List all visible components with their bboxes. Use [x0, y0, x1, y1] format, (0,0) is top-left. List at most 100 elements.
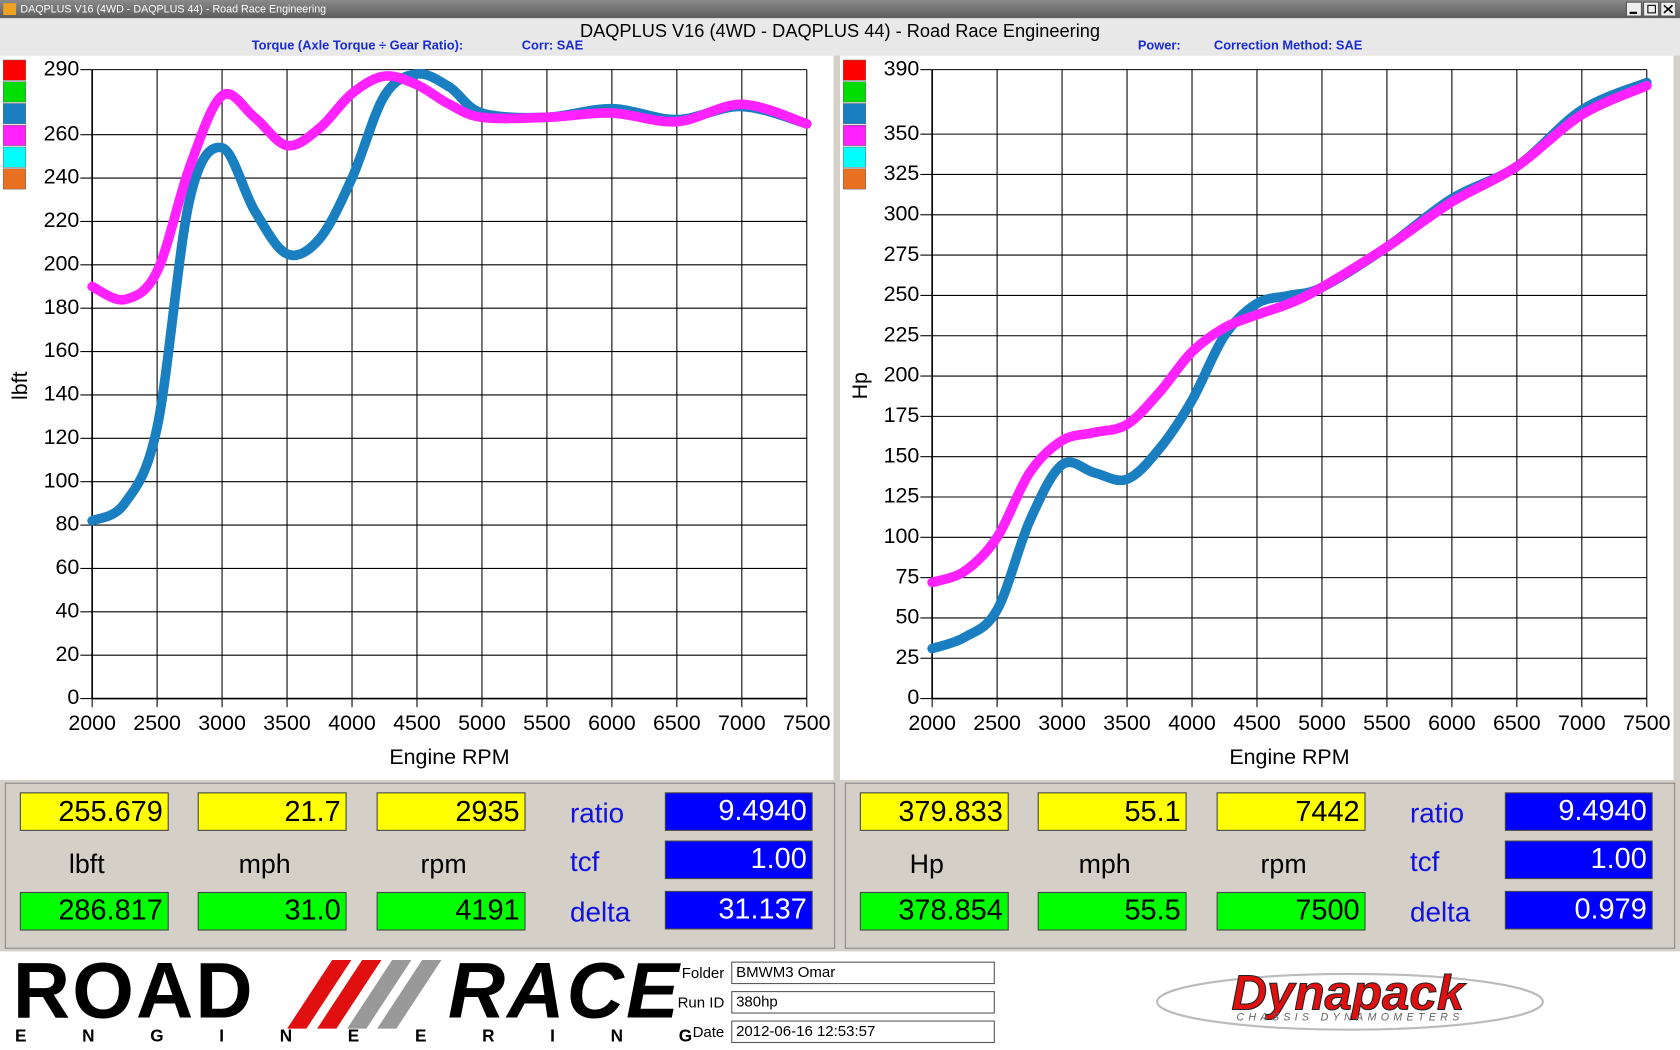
chart-subtitle: Power:	[1138, 37, 1181, 52]
unit-label: rpm	[1261, 849, 1307, 879]
y-tick-label: 300	[884, 201, 920, 225]
x-axis-label: Engine RPM	[389, 745, 509, 769]
cursor-value: 255.679	[58, 796, 163, 828]
y-axis-label: Hp	[848, 372, 872, 399]
x-tick-label: 2500	[133, 711, 181, 735]
cursor-value: 21.7	[284, 796, 340, 828]
x-tick-label: 2000	[68, 711, 116, 735]
factor-box	[664, 792, 813, 831]
peak-value: 31.0	[284, 894, 340, 926]
chart: 2000 2500 3000 3500 4000 4500 5000 5500 6000 6500…	[840, 55, 1674, 780]
field-value: 380hp	[736, 993, 778, 1010]
value-box	[197, 891, 347, 931]
field-box	[731, 991, 995, 1014]
logo-swoosh	[1156, 972, 1544, 1031]
field-label: Folder	[682, 965, 725, 982]
unit-label: mph	[1079, 849, 1131, 879]
legend-swatch	[842, 146, 866, 168]
legend-swatch	[842, 168, 866, 190]
title-bar	[0, 0, 1680, 19]
peak-value: 4191	[455, 894, 519, 926]
restore-icon	[1647, 4, 1656, 14]
road-race-logo: ROAD RACE ENGINEERING	[13, 945, 748, 1046]
y-tick-label: 325	[884, 161, 920, 185]
y-tick-label: 80	[55, 512, 79, 536]
y-tick-label: 100	[884, 524, 920, 548]
value-box	[1037, 891, 1187, 931]
minimize-button[interactable]	[1625, 1, 1642, 17]
y-tick-label: 0	[907, 685, 919, 709]
factor-value: 1.00	[1591, 843, 1647, 875]
logo-right: RACE	[448, 945, 681, 1034]
x-tick-label: 4000	[328, 711, 376, 735]
unit-label: rpm	[421, 849, 467, 879]
factor-box	[1504, 792, 1653, 831]
value-box	[859, 792, 1009, 831]
legend-swatch	[2, 124, 26, 146]
value-box	[19, 891, 169, 931]
value-box	[1216, 891, 1366, 931]
logo-slash	[347, 960, 442, 1029]
unit-label: Hp	[910, 849, 944, 879]
y-tick-label: 290	[44, 56, 80, 80]
y-tick-label: 60	[55, 555, 79, 579]
y-tick-label: 350	[884, 121, 920, 145]
y-tick-label: 20	[55, 642, 79, 666]
y-tick-label: 240	[44, 165, 80, 189]
y-tick-label: 390	[884, 56, 920, 80]
y-tick-label: 275	[884, 242, 920, 266]
correction-label: Correction Method: SAE	[1214, 37, 1363, 52]
x-tick-label: 5000	[1298, 711, 1346, 735]
factor-label: ratio	[1410, 798, 1464, 829]
close-icon	[1663, 4, 1674, 14]
factor-value: 9.4940	[718, 795, 806, 827]
brand-name: Dynapack	[1231, 965, 1466, 1020]
y-tick-label: 200	[44, 251, 80, 275]
y-tick-label: 100	[44, 468, 80, 492]
field-label: Run ID	[678, 994, 725, 1011]
readout-panel: 379.833 Hp 378.854 55.1 mph 55.5 7442 rpm 7500 ra…	[844, 782, 1676, 949]
series-line	[927, 80, 1652, 588]
factor-value: 0.979	[1574, 893, 1646, 925]
value-box	[859, 891, 1009, 931]
restore-button[interactable]	[1643, 1, 1660, 17]
cursor-value: 2935	[455, 796, 519, 828]
x-tick-label: 7000	[1558, 711, 1606, 735]
header-title: DAQPLUS V16 (4WD - DAQPLUS 44) - Road Ra…	[580, 21, 1100, 41]
x-tick-label: 5000	[458, 711, 506, 735]
readouts: 255.679 lbft 286.817 21.7 mph 31.0 2935 rpm 4191…	[4, 782, 1676, 949]
logo-slash	[287, 960, 382, 1029]
cursor-value: 7442	[1295, 796, 1359, 828]
legend-swatch	[842, 124, 866, 146]
x-tick-label: 4000	[1168, 711, 1216, 735]
value-box	[376, 891, 526, 931]
peak-value: 286.817	[58, 894, 163, 926]
unit-label: mph	[239, 849, 291, 879]
factor-value: 31.137	[718, 893, 806, 925]
x-tick-label: 6500	[1493, 711, 1541, 735]
y-tick-label: 180	[44, 295, 80, 319]
field-value: 2012-06-16 12:53:57	[736, 1023, 875, 1040]
y-tick-label: 225	[884, 322, 920, 346]
dynapack-logo: Dynapack CHASSIS DYNAMOMETERS	[1156, 965, 1544, 1031]
factor-label: tcf	[1410, 846, 1440, 877]
factor-label: ratio	[570, 798, 624, 829]
unit-label: lbft	[69, 849, 105, 879]
legend-swatch	[2, 81, 26, 103]
y-tick-label: 175	[884, 403, 920, 427]
x-tick-label: 2500	[973, 711, 1021, 735]
factor-label: delta	[570, 896, 631, 927]
x-tick-label: 3500	[263, 711, 311, 735]
factor-value: 1.00	[751, 843, 807, 875]
app-icon	[3, 3, 17, 15]
logo-tagline: ENGINEERING	[15, 1026, 748, 1046]
x-tick-label: 6500	[653, 711, 701, 735]
factor-value: 9.4940	[1558, 795, 1646, 827]
y-tick-label: 160	[44, 338, 80, 362]
field-box	[731, 1020, 995, 1044]
legend-swatch	[842, 59, 866, 81]
y-tick-label: 250	[884, 282, 920, 306]
x-tick-label: 4500	[1233, 711, 1281, 735]
